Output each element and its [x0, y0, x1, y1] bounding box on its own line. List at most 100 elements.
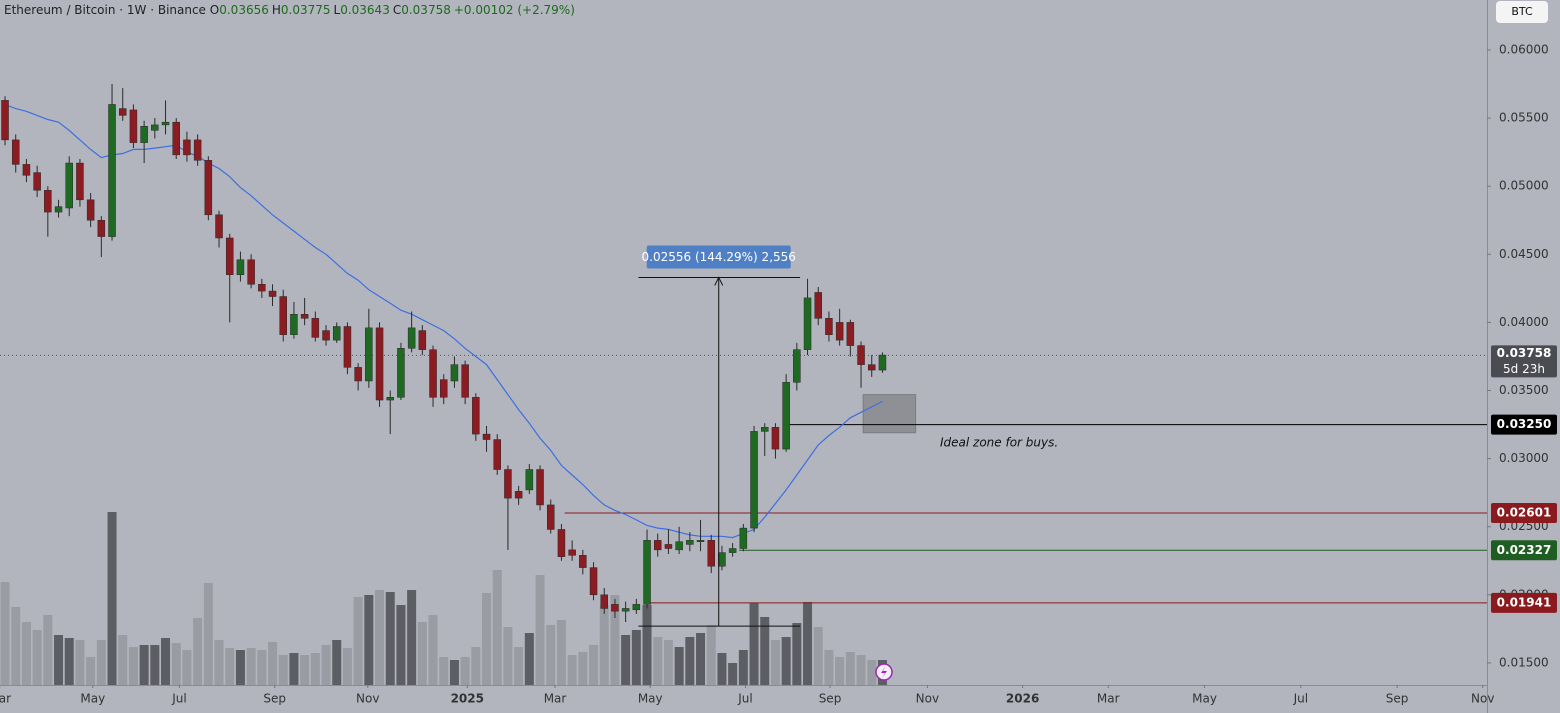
volume-bar: [835, 657, 845, 685]
volume-bar: [161, 638, 171, 685]
candle-body: [354, 367, 362, 382]
candle-body: [546, 504, 555, 530]
candle-body: [750, 431, 758, 529]
volume-bar: [171, 643, 181, 685]
price-label: 0.02327: [1497, 543, 1552, 557]
volume-bar: [225, 648, 235, 685]
candle-body: [44, 190, 52, 213]
volume-bar: [674, 647, 684, 685]
candle-body: [525, 469, 534, 491]
volume-bar: [824, 650, 834, 685]
ohlc-value: 0.03643: [340, 3, 390, 17]
x-tick-label: Mar: [0, 692, 11, 706]
volume-bar: [653, 637, 663, 685]
candle-body: [771, 427, 780, 450]
volume-bar: [278, 655, 288, 685]
volume-bar: [621, 635, 631, 685]
candle-body: [867, 364, 876, 371]
candle-body: [332, 326, 341, 341]
volume-bar: [407, 590, 417, 685]
measure-arrowhead: [714, 276, 724, 286]
volume-bar: [556, 620, 566, 685]
candle-body: [140, 126, 148, 143]
price-label-bg: [1491, 414, 1557, 435]
currency-button[interactable]: BTC: [1496, 1, 1548, 23]
candle-body: [589, 567, 598, 596]
y-tick-label: 0.05000: [1499, 179, 1549, 193]
candle-body: [129, 109, 138, 143]
x-tick-label: Mar: [544, 692, 567, 706]
candle-body: [504, 469, 512, 499]
x-tick-label: Nov: [356, 692, 379, 706]
volume-bar: [139, 645, 149, 685]
candle-body: [439, 379, 448, 398]
volume-bar: [375, 590, 385, 685]
candle-body: [65, 162, 73, 209]
candle-body: [1, 100, 9, 141]
x-tick-label: Nov: [916, 692, 939, 706]
volume-bar: [257, 650, 267, 685]
candle-body: [621, 608, 630, 612]
candle-body: [76, 162, 84, 201]
volume-bar: [856, 655, 866, 685]
volume-bar: [631, 630, 641, 685]
volume-bar: [610, 595, 620, 685]
volume-bar: [770, 640, 780, 685]
candle-body: [579, 555, 587, 568]
candle-body: [536, 469, 544, 506]
candle-body: [236, 259, 245, 275]
candle-body: [803, 297, 812, 350]
candle-body: [472, 397, 480, 435]
candle-body: [793, 349, 801, 383]
volume-bar: [268, 642, 278, 685]
candle-body: [450, 364, 459, 382]
candle-body: [739, 527, 748, 549]
annotation: Ideal zone for buys.: [940, 436, 1058, 450]
volume-bar: [353, 597, 363, 685]
candle-body: [375, 327, 384, 401]
candle-body: [11, 139, 20, 165]
candle-body: [782, 382, 790, 450]
volume-bar: [203, 583, 213, 685]
candle-body: [183, 139, 191, 156]
alert-icon: [875, 663, 893, 681]
candle-body: [878, 354, 887, 371]
candle-body: [493, 439, 501, 470]
symbol-legend: Ethereum / Bitcoin · 1W · Binance O0.036…: [4, 3, 578, 17]
volume-bar: [535, 575, 545, 685]
ohlc-value: 0.03775: [280, 3, 331, 17]
volume-bar: [321, 645, 331, 685]
y-tick-label: 0.04500: [1499, 247, 1549, 261]
candle-body: [632, 604, 641, 611]
volume-bar: [0, 582, 10, 685]
candle-body: [675, 541, 683, 551]
volume-bar: [813, 627, 823, 685]
candle-body: [151, 124, 159, 131]
price-label: 0.02601: [1497, 505, 1552, 519]
volume-bar: [128, 647, 138, 685]
candle-body: [118, 108, 127, 116]
volume-bar: [663, 640, 673, 685]
volume-bar: [310, 653, 320, 685]
candle-body: [300, 313, 309, 319]
volume-bar: [749, 603, 759, 685]
volume-bar: [449, 660, 459, 685]
volume-bar: [524, 633, 534, 685]
volume-bar: [235, 650, 245, 685]
volume-bar: [150, 645, 160, 685]
candle-body: [857, 345, 865, 365]
volume-bar: [760, 617, 770, 685]
candle-body: [664, 544, 673, 549]
candle-body: [825, 318, 833, 335]
volume-bar: [64, 638, 74, 685]
volume-bar: [482, 593, 492, 685]
volume-bar: [75, 640, 85, 685]
y-tick-label: 0.03500: [1499, 383, 1549, 397]
candle-body: [247, 259, 255, 285]
candle-body: [311, 318, 320, 338]
volume-bar: [54, 635, 64, 685]
candle-body: [279, 296, 287, 335]
volume-bar: [246, 648, 256, 685]
candle-body: [108, 104, 116, 237]
